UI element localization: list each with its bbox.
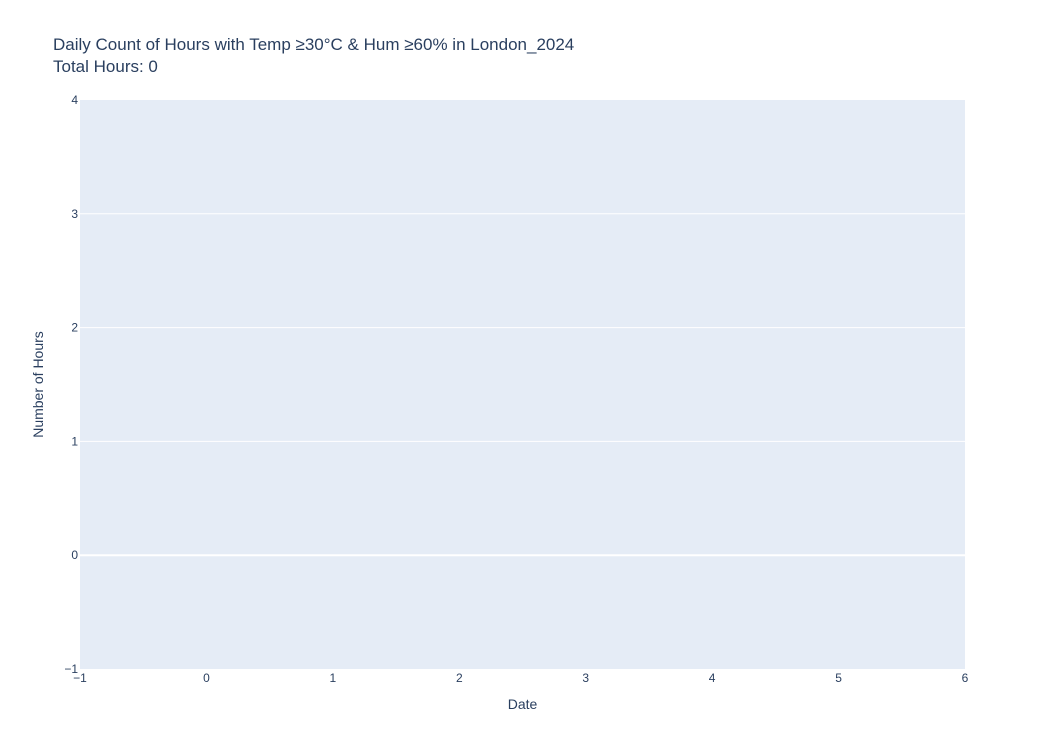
x-tick-label: 4 [709,671,716,685]
x-tick-label: 5 [835,671,842,685]
y-tick-label: 4 [71,93,78,107]
y-axis-ticks: 4 3 2 1 0 −1 [64,93,78,676]
x-tick-label: 3 [582,671,589,685]
x-axis-ticks: −1 0 1 2 3 4 5 6 [73,671,969,685]
y-tick-label: 0 [71,548,78,562]
chart-title: Daily Count of Hours with Temp ≥30°C & H… [53,35,574,54]
y-tick-label: 2 [71,321,78,335]
x-tick-label: −1 [73,671,87,685]
x-tick-label: 1 [330,671,337,685]
x-tick-label: 0 [203,671,210,685]
gridlines [80,213,965,557]
y-tick-label: 1 [71,434,78,448]
x-tick-label: 2 [456,671,463,685]
x-axis-title: Date [508,696,538,712]
chart-subtitle: Total Hours: 0 [53,57,158,76]
y-tick-label: −1 [64,662,78,676]
y-axis-title: Number of Hours [30,331,46,438]
x-tick-label: 6 [962,671,969,685]
y-tick-label: 3 [71,207,78,221]
plot-area [80,100,965,669]
